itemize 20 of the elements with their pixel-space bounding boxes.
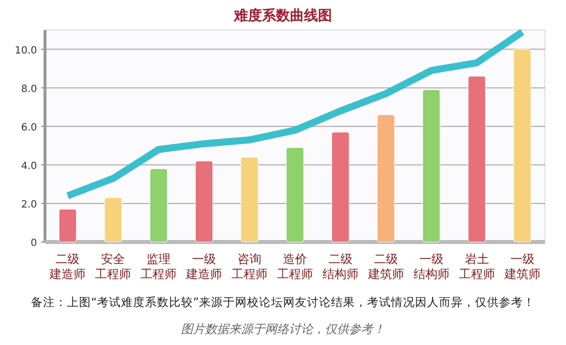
y-tick-label: 4.0 bbox=[21, 160, 37, 172]
x-tick-label: 二级建造师 bbox=[48, 252, 86, 281]
x-tick-label: 一级结构师 bbox=[413, 252, 450, 281]
chart-title: 难度系数曲线图 bbox=[233, 7, 332, 24]
text: 备注：上图“考试难度系数比较”来源于网校论坛网友讨论结果，考试情况因人而异，仅供参考！ bbox=[31, 295, 535, 309]
x-tick-label: 造价工程师 bbox=[277, 252, 313, 281]
x-tick-label: 岩土工程师 bbox=[458, 252, 495, 281]
x-tick-label: 二级建筑师 bbox=[366, 252, 404, 281]
y-tick-label: 0 bbox=[30, 238, 37, 249]
x-tick-label: 一级建筑师 bbox=[503, 252, 540, 281]
text: 图片数据来源于网络讨论，仅供参考！ bbox=[181, 322, 385, 336]
x-tick-label: 安全工程师 bbox=[95, 252, 132, 281]
x-tick-label: 咨询工程师 bbox=[232, 252, 268, 281]
x-tick-label: 一级建造师 bbox=[185, 252, 222, 281]
x-tick-label: 监理工程师 bbox=[140, 252, 177, 281]
y-tick-label: 6.0 bbox=[21, 122, 37, 134]
x-tick-label: 二级结构师 bbox=[322, 252, 358, 281]
y-tick-label: 2.0 bbox=[21, 199, 37, 210]
y-tick-label: 8.0 bbox=[21, 84, 37, 95]
y-tick-label: 10.0 bbox=[14, 45, 37, 56]
